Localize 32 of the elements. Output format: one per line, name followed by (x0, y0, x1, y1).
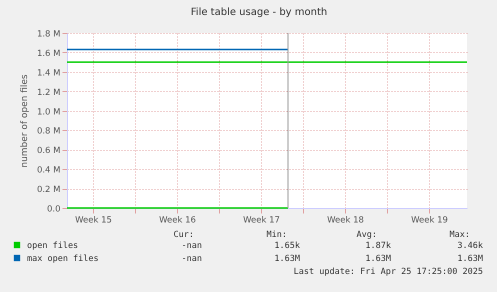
x-tick-label: Week 16 (159, 216, 196, 226)
text: 3.46k (457, 241, 483, 251)
text: 1.63M (274, 254, 300, 264)
y-tick-label: 0.2 M (36, 185, 60, 196)
chart-title: File table usage - by month (190, 7, 328, 18)
y-tick-label: 0.8 M (36, 126, 60, 137)
x-tick-label: Week 17 (243, 216, 280, 226)
x-tick-label: Week 15 (75, 216, 112, 226)
legend-label: open files (27, 241, 78, 251)
text: Avg: (356, 230, 377, 240)
x-tick-label: Week 19 (411, 216, 448, 226)
text: Min: (266, 230, 287, 240)
y-tick-label: 0.6 M (36, 146, 60, 156)
text: -nan (182, 254, 202, 264)
text: 1.63M (365, 254, 391, 264)
text: 1.65k (274, 241, 300, 251)
text: 1.63M (457, 254, 483, 264)
y-tick-label: 0.4 M (36, 166, 60, 176)
text: Cur: (174, 230, 194, 240)
y-axis-title: number of open files (20, 74, 30, 168)
y-tick-label: 1.4 M (36, 68, 60, 78)
legend-label: max open files (27, 254, 99, 264)
y-tick-label: 1.6 M (36, 48, 60, 59)
y-tick-label: 0.0 (46, 204, 60, 214)
x-tick-label: Week 18 (327, 216, 364, 226)
text: -nan (182, 241, 202, 251)
text: Max: (450, 230, 470, 240)
y-tick-label: 1.2 M (36, 88, 60, 98)
text: Last update: Fri Apr 25 17:25:00 2025 (294, 267, 483, 277)
y-tick-label: 1.8 M (36, 30, 60, 40)
y-tick-label: 1.0 M (36, 107, 60, 118)
text: 1.87k (365, 241, 391, 251)
